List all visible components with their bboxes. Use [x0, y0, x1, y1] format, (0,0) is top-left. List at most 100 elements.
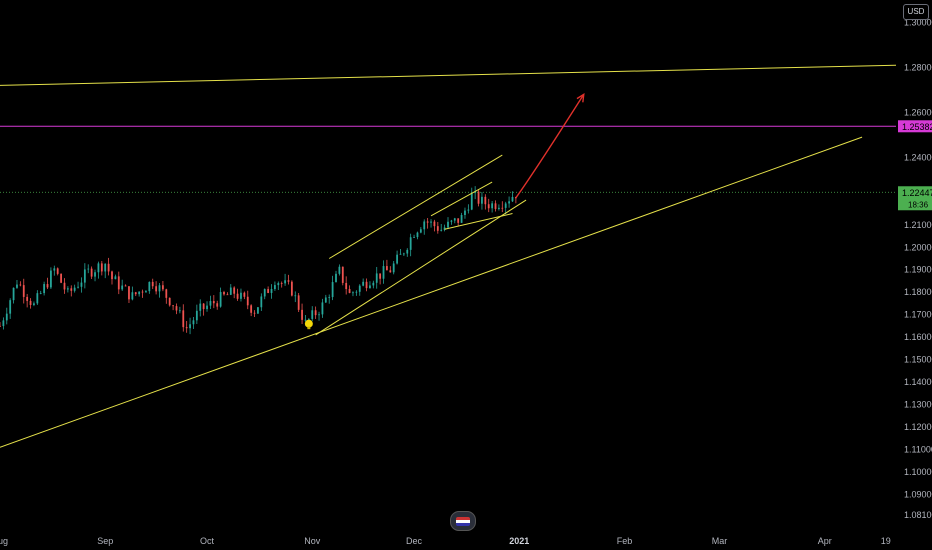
candle-body: [46, 284, 49, 288]
candle-body: [114, 276, 117, 280]
candle-body: [464, 210, 466, 216]
candle-body: [131, 292, 134, 300]
candle-body: [481, 196, 483, 204]
time-tick-label: Aug: [0, 536, 8, 546]
candle-body: [168, 297, 171, 306]
candle-body: [16, 284, 18, 288]
price-tick-label: 1.13000: [904, 400, 932, 410]
candle-body: [223, 292, 225, 295]
time-tick-label: 2021: [509, 536, 529, 546]
candle-body: [341, 266, 344, 283]
price-tick-label: 1.19000: [904, 265, 932, 275]
trendline-wedge-lower[interactable]: [444, 213, 513, 230]
candle-body: [453, 218, 456, 221]
candle-body: [77, 286, 79, 288]
candle-body: [392, 263, 395, 273]
trendline-long-rising-support[interactable]: [0, 136, 863, 448]
trendline-upper-horizontal[interactable]: [0, 64, 897, 86]
candle-body: [195, 310, 198, 321]
candle-body: [498, 207, 500, 209]
candle-body: [216, 303, 219, 307]
trendline-channel-upper[interactable]: [328, 154, 503, 259]
candle-body: [338, 266, 341, 274]
time-tick-label: Sep: [97, 536, 113, 546]
trendline-wedge-upper[interactable]: [430, 181, 493, 217]
candle-body: [311, 310, 314, 319]
candle-body: [33, 303, 35, 305]
candle-body: [107, 263, 110, 272]
candle-body: [50, 270, 52, 288]
candle-body: [56, 268, 59, 274]
candle-body: [501, 207, 504, 209]
candle-body: [491, 203, 494, 209]
candle-body: [277, 283, 280, 286]
candle-body: [104, 263, 107, 272]
candle-body: [494, 203, 497, 209]
candle-body: [212, 301, 215, 304]
candle-body: [39, 293, 42, 294]
price-tick-label: 1.26000: [904, 107, 932, 117]
candle-body: [202, 303, 205, 310]
candle-body: [430, 221, 432, 223]
candle-body: [192, 320, 195, 325]
currency-button[interactable]: USD: [903, 4, 929, 20]
candle-body: [270, 289, 273, 293]
candle-body: [138, 291, 141, 295]
candle-body: [87, 268, 90, 270]
arrow-shaft[interactable]: [515, 94, 585, 199]
candle-body: [267, 289, 270, 293]
candle-body: [508, 201, 510, 204]
candle-body: [382, 266, 385, 279]
candle-body: [436, 226, 439, 231]
time-tick-label: Apr: [818, 536, 832, 546]
candle-body: [413, 237, 415, 238]
candle-body: [467, 209, 470, 211]
candle-body: [314, 310, 317, 316]
time-axis: Aug Sep Oct Nov Dec 2021 Feb Mar Apr 19: [0, 536, 891, 546]
candle-body: [73, 287, 76, 291]
candle-body: [426, 221, 429, 223]
candle-body: [409, 237, 412, 250]
candle-body: [66, 288, 69, 290]
candle-body: [484, 196, 487, 205]
candle-body: [0, 325, 1, 327]
candle-body: [209, 301, 212, 306]
candle-body: [433, 221, 436, 227]
price-tick-label: 1.18000: [904, 287, 932, 297]
candle-body: [402, 253, 405, 255]
price-tick-label: 1.20000: [904, 242, 932, 252]
candle-body: [141, 291, 144, 293]
candle-body: [250, 305, 253, 313]
arrow-head: [576, 93, 585, 103]
candle-body: [121, 285, 124, 290]
price-tick-label: 1.14000: [904, 377, 932, 387]
candle-body: [362, 281, 365, 286]
candle-body: [331, 282, 334, 298]
publisher-logo: [450, 511, 476, 531]
candle-body: [246, 296, 249, 306]
candle-body: [294, 295, 297, 297]
candle-body: [386, 266, 388, 271]
candle-body: [22, 285, 25, 297]
trendlines: [0, 64, 897, 448]
candle-body: [236, 293, 239, 299]
candle-body: [379, 273, 382, 279]
time-tick-label: Nov: [304, 536, 321, 546]
candle-body: [5, 313, 8, 321]
candle-body: [9, 300, 12, 314]
trendline-channel-lower[interactable]: [315, 199, 527, 336]
candle-body: [321, 302, 324, 315]
lightbulb-icon[interactable]: [304, 319, 313, 328]
candle-body: [389, 270, 392, 273]
candle-body: [155, 286, 158, 292]
candle-body: [504, 203, 507, 208]
level-price-badge: [898, 120, 932, 133]
flag-icon: [456, 516, 470, 526]
candle-body: [29, 300, 32, 305]
candle-body: [172, 305, 174, 307]
price-tick-label: 1.30000: [904, 17, 932, 27]
price-tick-label: 1.24000: [904, 152, 932, 162]
candle-body: [148, 281, 151, 292]
